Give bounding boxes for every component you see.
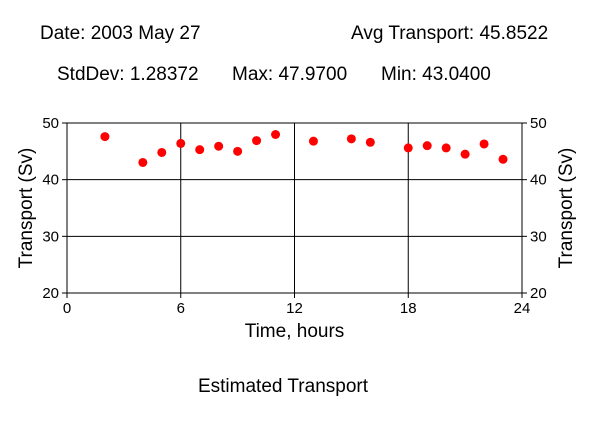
data-point [195,145,205,155]
data-point [138,157,148,167]
x-tick-label: 24 [514,300,531,317]
y-tick-label-right: 50 [530,115,547,132]
data-point [365,137,375,147]
y-tick-label-right: 20 [530,285,547,302]
data-point [252,136,262,146]
stddev-label: StdDev: 1.28372 [57,64,199,85]
max-label: Max: 47.9700 [232,64,348,85]
avg-transport-label: Avg Transport: 45.8522 [351,23,549,44]
data-point [308,136,318,146]
chart-title: Estimated Transport [198,376,369,397]
data-point [422,141,432,151]
min-label: Min: 43.0400 [381,64,491,85]
data-point [441,143,451,153]
y-axis-label-left: Transport (Sv) [16,148,37,269]
y-tick-label-left: 30 [42,228,59,245]
x-tick-label: 18 [400,300,417,317]
data-point [157,147,167,157]
x-axis-label: Time, hours [245,321,345,342]
x-tick-label: 0 [63,300,71,317]
y-tick-label-left: 20 [42,285,59,302]
data-point [498,154,508,164]
data-point [460,149,470,159]
data-point [271,130,281,140]
x-tick-label: 12 [286,300,303,317]
y-tick-label-left: 40 [42,172,59,189]
data-point [346,134,356,144]
y-axis-label-right: Transport (Sv) [556,148,577,269]
date-label: Date: 2003 May 27 [40,23,201,44]
data-point [100,132,110,142]
y-tick-label-right: 30 [530,228,547,245]
data-point [403,143,413,153]
data-point [214,141,224,151]
y-tick-label-right: 40 [530,172,547,189]
x-tick-label: 6 [177,300,185,317]
data-point [233,146,243,156]
y-tick-label-left: 50 [42,115,59,132]
data-point [479,139,489,149]
data-point [176,138,186,148]
